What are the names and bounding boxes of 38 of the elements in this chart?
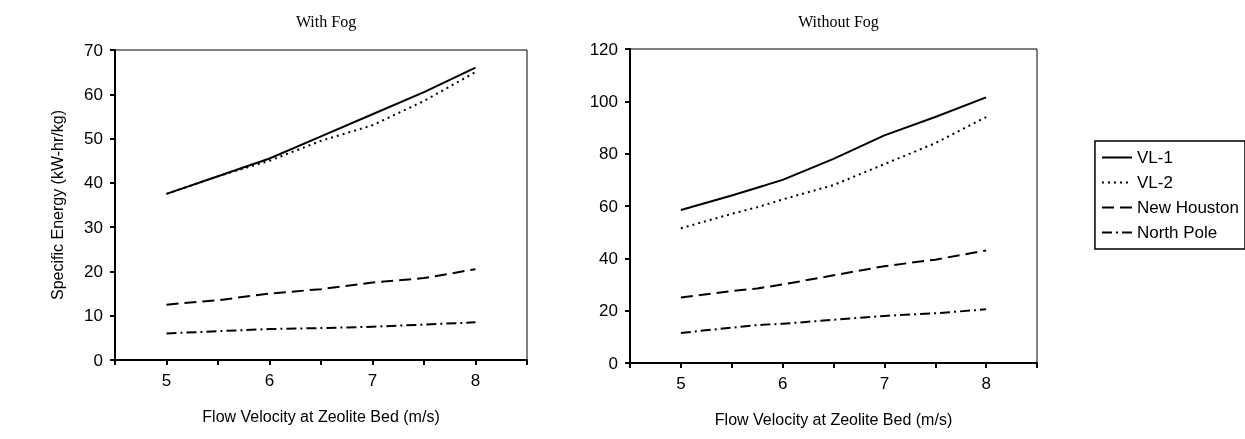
y-tick-label: 60 xyxy=(84,84,103,104)
y-tick-label: 120 xyxy=(589,39,618,59)
y-axis-title: Specific Energy (kW-hr/kg) xyxy=(48,110,66,300)
line-series xyxy=(679,116,988,230)
y-tick-label: 40 xyxy=(84,173,103,193)
y-tick-label: 0 xyxy=(608,353,618,373)
x-tick-label: 8 xyxy=(470,371,481,390)
chart-title: With Fog xyxy=(295,12,357,31)
y-tick-label: 20 xyxy=(84,261,103,281)
y-tick-label: 10 xyxy=(84,306,103,326)
y-tick-label: 40 xyxy=(599,248,618,268)
x-axis-title: Flow Velocity at Zeolite Bed (m/s) xyxy=(202,407,440,425)
y-tick-label: 100 xyxy=(589,91,618,111)
legend-label: VL-2 xyxy=(1136,173,1173,192)
y-tick-label: 20 xyxy=(599,301,618,321)
x-tick-label: 8 xyxy=(981,374,991,393)
y-tick-label: 70 xyxy=(84,40,103,60)
x-tick-label: 7 xyxy=(879,374,890,393)
chart-title: Without Fog xyxy=(798,12,879,31)
x-tick-label: 7 xyxy=(367,371,378,390)
y-tick-label: 60 xyxy=(599,196,618,216)
x-tick-label: 6 xyxy=(264,371,275,390)
x-tick-label: 6 xyxy=(777,374,788,393)
x-tick-label: 5 xyxy=(161,371,172,390)
x-tick-label: 5 xyxy=(676,374,686,393)
legend-label: VL-1 xyxy=(1136,148,1173,167)
line-series xyxy=(165,268,477,306)
y-tick-label: 80 xyxy=(599,144,618,164)
line-series xyxy=(165,321,477,335)
y-tick-label: 30 xyxy=(84,217,103,237)
legend-label: New Houston xyxy=(1136,198,1240,217)
y-tick-label: 0 xyxy=(93,350,103,370)
line-series xyxy=(679,249,988,299)
line-series xyxy=(679,96,988,211)
legend-label: North Pole xyxy=(1136,223,1218,242)
x-axis-title: Flow Velocity at Zeolite Bed (m/s) xyxy=(714,410,953,428)
y-tick-label: 50 xyxy=(84,129,103,149)
line-series xyxy=(679,308,988,334)
